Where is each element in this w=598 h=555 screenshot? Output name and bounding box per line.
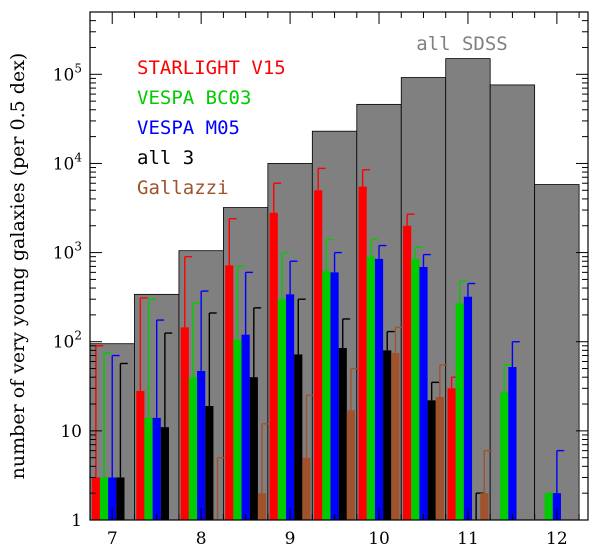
bar-vespa-m05 [463, 296, 473, 520]
bar-vespa-bc03 [322, 271, 331, 520]
legend-gallazzi: Gallazzi [137, 177, 229, 199]
bar-gallazzi [480, 493, 489, 520]
bar-vespa-m05 [508, 367, 517, 520]
x-tick-label: 11 [457, 529, 479, 549]
bar-gallazzi [435, 396, 444, 520]
bar-starlight-v15 [225, 265, 234, 520]
bar-vespa-bc03 [277, 299, 286, 520]
bar-starlight-v15 [136, 391, 145, 520]
x-tick-label: 10 [368, 529, 390, 549]
bar-gallazzi [391, 352, 400, 520]
bar-vespa-bc03 [366, 256, 375, 520]
bar-starlight-v15 [180, 327, 189, 520]
bar-vespa-m05 [374, 258, 384, 520]
bar-vespa-m05 [108, 477, 117, 520]
y-tick-label: 102 [53, 329, 82, 353]
bar-gallazzi [346, 410, 356, 520]
bar-all-3 [160, 427, 169, 520]
bar-starlight-v15 [269, 212, 278, 521]
bar-vespa-bc03 [500, 392, 509, 520]
x-tick-label: 9 [285, 529, 296, 549]
y-tick-label: 10 [60, 422, 82, 442]
bar-vespa-m05 [285, 294, 295, 520]
bar-gallazzi [302, 457, 311, 520]
bar-vespa-bc03 [544, 493, 553, 520]
bar-vespa-m05 [419, 266, 428, 520]
ticks-layer: 7 8 9 10 11 12 1 10 102 103 104 105 [53, 11, 588, 549]
y-axis-label: number of very young galaxies (per 0.5 d… [7, 53, 29, 480]
bar-vespa-bc03 [188, 377, 198, 520]
bar-all-3 [427, 400, 436, 520]
bar-all-3 [205, 406, 214, 520]
bar-vespa-bc03 [455, 303, 464, 520]
bar-all-3 [116, 477, 125, 520]
bar-all-3 [294, 354, 303, 520]
x-tick-label: 12 [546, 529, 568, 549]
bar-starlight-v15 [314, 190, 323, 520]
y-tick-label: 105 [53, 61, 82, 85]
bar-vespa-bc03 [144, 417, 153, 520]
bar-vespa-m05 [552, 493, 561, 520]
bar-vespa-m05 [330, 272, 339, 520]
bar-starlight-v15 [91, 477, 100, 520]
bar-vespa-bc03 [411, 258, 420, 520]
bar-vespa-m05 [197, 370, 206, 520]
bar-starlight-v15 [358, 186, 367, 520]
x-tick-label: 8 [196, 529, 207, 549]
bar-vespa-m05 [241, 334, 250, 520]
bar-vespa-bc03 [99, 477, 109, 520]
y-tick-label: 103 [53, 240, 82, 264]
legend-all-3: all 3 [137, 147, 194, 169]
legend-vespa-bc03: VESPA BC03 [137, 87, 251, 109]
legend-starlight-v15: STARLIGHT V15 [137, 57, 286, 79]
legend: all SDSS STARLIGHT V15 VESPA BC03 VESPA M05… [137, 33, 508, 199]
bar-all-3 [249, 377, 258, 520]
y-tick-label: 104 [53, 150, 83, 174]
x-tick-label: 7 [107, 529, 118, 549]
legend-all-sdss: all SDSS [416, 33, 508, 55]
bar-starlight-v15 [403, 225, 412, 521]
bar-vespa-m05 [152, 417, 161, 520]
bars-layer [89, 58, 580, 521]
y-tick-label: 1 [71, 511, 82, 531]
bar-all-3 [383, 350, 392, 520]
bar-vespa-bc03 [233, 339, 242, 520]
legend-vespa-m05: VESPA M05 [137, 117, 240, 139]
bar-gallazzi [257, 493, 267, 520]
bar-all-3 [338, 348, 347, 520]
bar-starlight-v15 [447, 388, 456, 520]
